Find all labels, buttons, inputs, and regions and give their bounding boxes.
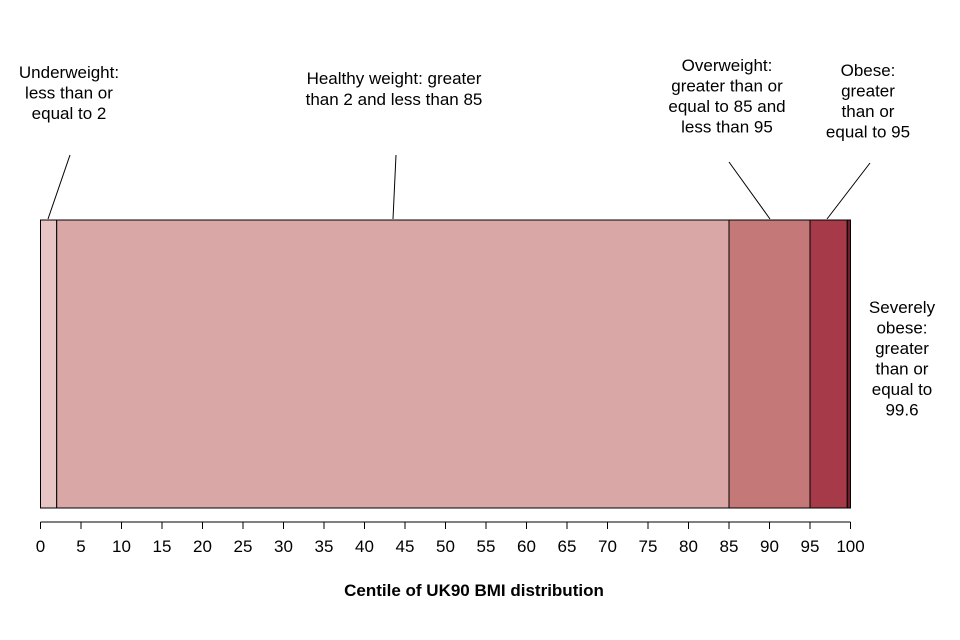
label-severely-obese-line: 99.6 [885,401,918,420]
x-tick-label: 55 [477,537,496,556]
segment-obese [809,219,848,509]
leader-line-overweight [728,161,771,220]
label-overweight-line: Overweight: [682,56,773,75]
x-tick-label: 5 [76,537,85,556]
x-tick-label: 60 [517,537,536,556]
x-tick-label: 15 [153,537,172,556]
leader-line-underweight [47,154,71,220]
label-underweight-line: Underweight: [19,63,119,82]
label-overweight-line: equal to 85 and [668,97,785,116]
label-severely-obese-line: greater [875,339,929,358]
x-tick-label: 90 [760,537,779,556]
label-underweight-line: equal to 2 [32,104,107,123]
leader-line-healthy-weight [392,154,397,220]
segment-overweight [728,219,811,509]
x-tick-label: 0 [36,537,45,556]
label-obese-line: Obese: [841,61,896,80]
label-severely-obese-line: obese: [876,319,927,338]
x-tick-label: 85 [720,537,739,556]
x-tick-label: 25 [234,537,253,556]
x-tick-label: 70 [598,537,617,556]
segment-severely-obese [846,219,852,509]
label-underweight-line: less than or [25,84,113,103]
x-tick-label: 35 [315,537,334,556]
x-tick-label: 10 [112,537,131,556]
x-axis: 0 5 10 15 20 25 30 35 40 45 50 55 60 65 70 75 80 85 90 95 10… [36,521,865,556]
x-tick-label: 65 [558,537,577,556]
x-tick-label: 20 [193,537,212,556]
label-obese-line: greater [841,82,895,101]
label-obese-line: equal to 95 [826,123,910,142]
label-severely-obese-line: equal to [872,380,933,399]
x-axis-title: Centile of UK90 BMI distribution [344,581,604,600]
x-tick-label: 75 [639,537,658,556]
segments-group [40,219,852,509]
segment-underweight [40,219,58,509]
label-overweight-line: greater than or [671,77,783,96]
x-tick-label: 30 [274,537,293,556]
label-obese-line: than or [842,102,895,121]
label-severely-obese-line: Severely [869,298,936,317]
leader-lines-group [47,154,871,220]
leader-line-obese [826,162,871,220]
x-tick-label: 95 [801,537,820,556]
x-tick-label: 40 [355,537,374,556]
x-tick-label: 45 [396,537,415,556]
label-healthy-weight-line: Healthy weight: greater [307,69,482,88]
segment-healthy-weight [56,219,730,509]
x-tick-label: 100 [836,537,864,556]
x-tick-label: 80 [679,537,698,556]
label-severely-obese-line: than or [876,360,929,379]
label-overweight-line: less than 95 [681,118,773,137]
label-healthy-weight-line: than 2 and less than 85 [306,90,483,109]
x-tick-label: 50 [436,537,455,556]
